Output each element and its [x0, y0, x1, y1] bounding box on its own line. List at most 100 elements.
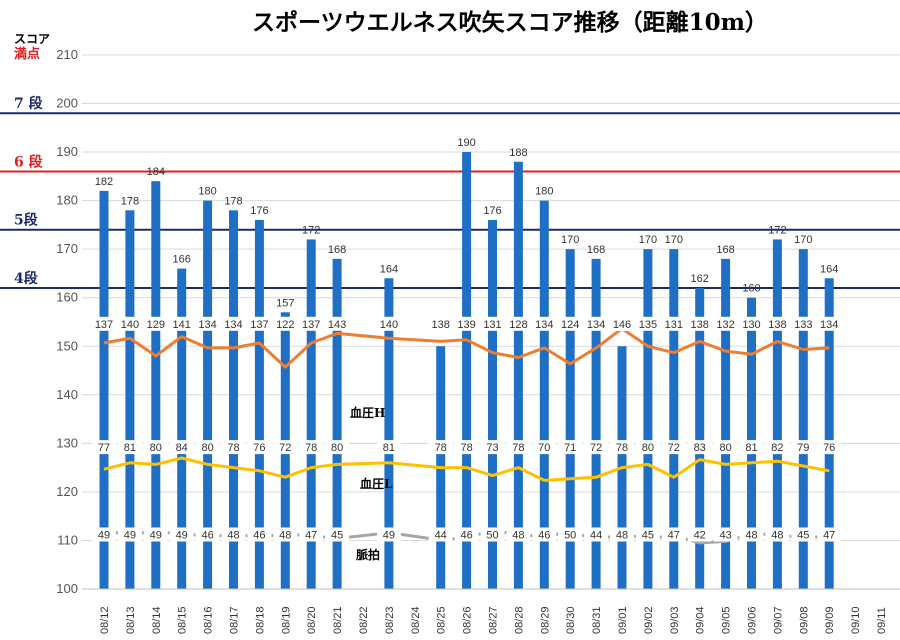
data-label: 134	[535, 319, 553, 331]
data-label: 128	[509, 319, 527, 331]
data-label-bg	[635, 527, 660, 542]
y-tick-label: 160	[56, 290, 78, 305]
data-label: 78	[435, 442, 447, 454]
data-label: 129	[147, 319, 165, 331]
data-label: 49	[98, 530, 110, 542]
data-label: 48	[616, 530, 628, 542]
data-label-bg	[635, 440, 660, 455]
x-tick-label: 08/28	[513, 606, 525, 634]
data-label-bg	[532, 527, 557, 542]
data-label-bg	[325, 316, 350, 331]
blood-pressure-high-label: 血圧H	[350, 405, 385, 420]
data-label-bg	[273, 440, 298, 455]
y-tick-label: 170	[56, 241, 78, 256]
data-label: 137	[302, 319, 320, 331]
score-bar	[99, 190, 109, 589]
data-label-bg	[454, 316, 479, 331]
y-tick-label: 100	[56, 581, 78, 596]
data-label-bg	[687, 440, 712, 455]
x-tick-label: 09/04	[695, 606, 707, 634]
x-tick-label: 08/29	[539, 606, 551, 634]
data-label-bg	[765, 316, 790, 331]
x-tick-label: 08/27	[488, 606, 500, 634]
data-label-bg	[247, 440, 272, 455]
data-label: 46	[201, 530, 213, 542]
score-label: 170	[794, 234, 812, 246]
data-label-bg	[480, 440, 505, 455]
reference-line-label: 6 段	[14, 153, 43, 170]
data-label-bg	[791, 316, 816, 331]
data-label-bg	[428, 527, 453, 542]
data-label: 48	[745, 530, 757, 542]
score-bar	[177, 268, 187, 589]
data-label: 44	[590, 530, 602, 542]
data-label-bg	[117, 527, 142, 542]
data-label: 76	[253, 442, 265, 454]
data-label: 50	[486, 530, 498, 542]
score-bar	[384, 278, 394, 589]
data-label: 139	[457, 319, 475, 331]
data-label-bg	[739, 316, 764, 331]
x-tick-label: 08/30	[565, 606, 577, 634]
blood-pressure-low-label: 血圧L	[360, 476, 393, 491]
data-label-bg	[169, 527, 194, 542]
data-label-bg	[635, 316, 660, 331]
data-label-bg	[169, 440, 194, 455]
x-tick-label: 08/17	[229, 606, 241, 634]
data-label: 133	[794, 319, 812, 331]
score-label: 190	[457, 137, 475, 149]
data-label-bg	[713, 316, 738, 331]
data-label: 72	[668, 442, 680, 454]
data-label: 80	[201, 442, 213, 454]
data-label-bg	[143, 440, 168, 455]
data-label-bg	[376, 440, 401, 455]
series-line	[103, 456, 830, 482]
data-label: 134	[587, 319, 605, 331]
data-label-bg	[610, 527, 634, 542]
data-label: 70	[538, 442, 550, 454]
x-tick-label: 08/12	[99, 606, 111, 634]
data-label-bg	[376, 316, 401, 331]
y-tick-label: 120	[56, 484, 78, 499]
score-label: 188	[509, 147, 527, 159]
x-tick-label: 08/20	[306, 606, 318, 634]
score-label: 164	[820, 263, 838, 275]
score-bar	[539, 200, 549, 589]
reference-line-label: 5段	[14, 212, 38, 229]
data-label-bg	[480, 527, 505, 542]
score-bar	[772, 239, 782, 589]
data-label: 138	[432, 319, 450, 331]
data-label: 49	[150, 530, 162, 542]
data-label: 81	[124, 442, 136, 454]
data-label-bg	[428, 316, 453, 331]
y-tick-label: 110	[57, 532, 78, 547]
score-label: 168	[716, 244, 734, 256]
data-label-bg	[221, 527, 246, 542]
data-label: 134	[198, 319, 216, 331]
x-tick-label: 08/14	[151, 606, 163, 634]
x-tick-label: 09/07	[772, 606, 784, 634]
data-label: 130	[742, 319, 760, 331]
data-label-bg	[661, 316, 686, 331]
score-bar	[151, 181, 161, 589]
y-tick-label: 210	[56, 47, 78, 62]
score-label: 180	[535, 186, 553, 198]
data-label: 45	[642, 530, 654, 542]
data-label: 48	[279, 530, 291, 542]
data-label-bg	[221, 316, 246, 331]
data-label-bg	[247, 316, 272, 331]
score-bar	[125, 210, 135, 589]
data-label: 82	[771, 442, 783, 454]
data-label-bg	[558, 440, 583, 455]
score-label: 172	[768, 224, 786, 236]
score-bar	[332, 258, 342, 589]
score-bar	[669, 249, 679, 589]
reference-line-label: 7 段	[14, 95, 43, 112]
x-tick-label: 08/23	[384, 606, 396, 634]
perfect-score-label: 満点	[14, 46, 40, 62]
score-label: 168	[328, 244, 346, 256]
score-label: 166	[173, 254, 191, 266]
data-label-bg	[558, 527, 583, 542]
data-label: 138	[691, 319, 709, 331]
